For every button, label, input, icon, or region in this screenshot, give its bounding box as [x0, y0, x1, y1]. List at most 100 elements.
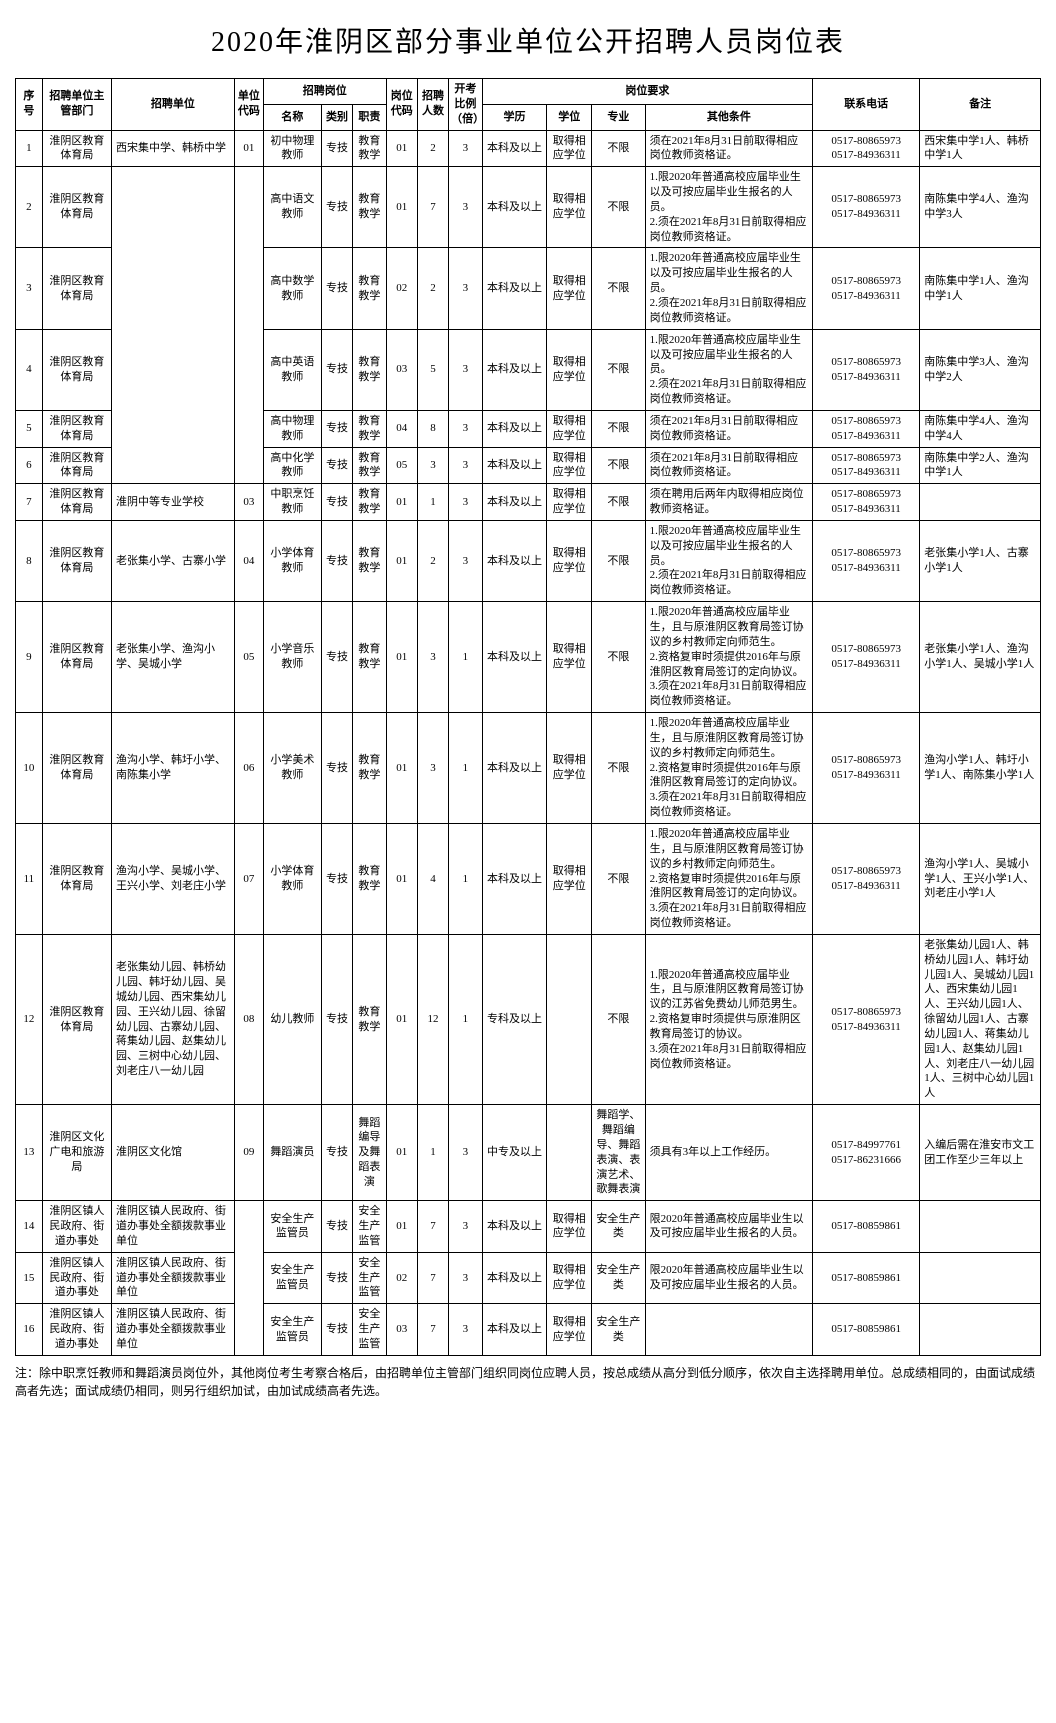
table-cell: 淮阴区教育体育局 [42, 248, 111, 329]
table-cell: 取得相应学位 [547, 520, 592, 601]
table-row: 7淮阴区教育体育局淮阴中等专业学校03中职烹饪教师专技教育教学0113本科及以上… [16, 484, 1041, 521]
table-cell: 专技 [321, 823, 352, 934]
table-cell: 专技 [321, 248, 352, 329]
table-cell: 专技 [321, 713, 352, 824]
table-cell: 舞蹈演员 [263, 1105, 321, 1201]
table-cell: 08 [234, 934, 263, 1104]
th-pos-cat: 类别 [321, 104, 352, 130]
table-cell: 0517-808659730517-84936311 [813, 934, 920, 1104]
table-cell: 02 [386, 248, 417, 329]
table-cell: 安全生产类 [592, 1252, 646, 1304]
th-position-group: 招聘岗位 [263, 79, 386, 105]
table-cell: 专技 [321, 484, 352, 521]
table-cell: 须在2021年8月31日前取得相应岗位教师资格证。 [645, 447, 812, 484]
table-cell: 1 [417, 484, 448, 521]
table-cell: 11 [16, 823, 43, 934]
table-cell: 教育教学 [353, 520, 387, 601]
table-cell: 南陈集中学3人、渔沟中学2人 [920, 329, 1041, 410]
table-cell: 西宋集中学1人、韩桥中学1人 [920, 130, 1041, 167]
table-cell: 3 [449, 248, 482, 329]
table-cell: 1.限2020年普通高校应届毕业生，且与原淮阴区教育局签订协议的乡村教师定向师范… [645, 602, 812, 713]
table-cell: 本科及以上 [482, 484, 547, 521]
table-cell: 取得相应学位 [547, 484, 592, 521]
table-cell: 12 [417, 934, 448, 1104]
table-cell: 专技 [321, 934, 352, 1104]
table-header: 序号 招聘单位主管部门 招聘单位 单位代码 招聘岗位 岗位代码 招聘人数 开考比… [16, 79, 1041, 131]
table-cell: 0517-808659730517-84936311 [813, 823, 920, 934]
table-cell [920, 484, 1041, 521]
table-cell [547, 934, 592, 1104]
table-cell: 教育教学 [353, 823, 387, 934]
table-cell: 小学体育教师 [263, 823, 321, 934]
table-cell: 安全生产监管员 [263, 1201, 321, 1253]
table-cell: 专技 [321, 167, 352, 248]
table-cell: 取得相应学位 [547, 447, 592, 484]
table-cell: 取得相应学位 [547, 130, 592, 167]
table-cell: 0517-808659730517-84936311 [813, 447, 920, 484]
table-cell: 专技 [321, 1304, 352, 1356]
th-req-group: 岗位要求 [482, 79, 812, 105]
table-cell: 16 [16, 1304, 43, 1356]
table-cell [234, 167, 263, 484]
table-cell: 须在2021年8月31日前取得相应岗位教师资格证。 [645, 130, 812, 167]
table-cell: 8 [16, 520, 43, 601]
footnote: 注：除中职烹饪教师和舞蹈演员岗位外，其他岗位考生考察合格后，由招聘单位主管部门组… [15, 1364, 1041, 1400]
table-cell: 1 [449, 602, 482, 713]
table-cell: 高中数学教师 [263, 248, 321, 329]
table-cell: 0517-808659730517-84936311 [813, 713, 920, 824]
table-cell [547, 1105, 592, 1201]
table-cell: 幼儿教师 [263, 934, 321, 1104]
table-cell: 取得相应学位 [547, 167, 592, 248]
th-unit: 招聘单位 [112, 79, 235, 131]
table-cell: 0517-808659730517-84936311 [813, 248, 920, 329]
table-cell: 限2020年普通高校应届毕业生以及可按应届毕业生报名的人员。 [645, 1252, 812, 1304]
table-cell: 8 [417, 410, 448, 447]
table-cell: 01 [386, 130, 417, 167]
table-cell: 淮阴区教育体育局 [42, 934, 111, 1104]
table-cell: 高中英语教师 [263, 329, 321, 410]
table-cell: 淮阴区镇人民政府、街道办事处全额拨款事业单位 [112, 1252, 235, 1304]
table-cell: 0517-808659730517-84936311 [813, 484, 920, 521]
table-cell: 专技 [321, 602, 352, 713]
table-cell: 本科及以上 [482, 823, 547, 934]
table-row: 12 淮阴区教育体育局老张集幼儿园、韩桥幼儿园、韩圩幼儿园、吴城幼儿园、西宋集幼儿… [16, 934, 1041, 1104]
table-cell: 淮阴区镇人民政府、街道办事处 [42, 1252, 111, 1304]
th-pos-code: 岗位代码 [386, 79, 417, 131]
table-cell: 取得相应学位 [547, 329, 592, 410]
table-cell: 1.限2020年普通高校应届毕业生，且与原淮阴区教育局签订协议的乡村教师定向师范… [645, 713, 812, 824]
table-cell: 专技 [321, 130, 352, 167]
table-cell: 01 [386, 602, 417, 713]
table-cell: 5 [16, 410, 43, 447]
table-cell: 教育教学 [353, 248, 387, 329]
table-cell: 1 [417, 1105, 448, 1201]
th-phone: 联系电话 [813, 79, 920, 131]
table-cell: 淮阴区镇人民政府、街道办事处全额拨款事业单位 [112, 1201, 235, 1253]
table-cell: 教育教学 [353, 130, 387, 167]
table-cell: 15 [16, 1252, 43, 1304]
table-cell: 淮阴区教育体育局 [42, 602, 111, 713]
table-cell [112, 167, 235, 484]
table-cell: 淮阴区教育体育局 [42, 167, 111, 248]
table-cell: 取得相应学位 [547, 823, 592, 934]
table-cell: 04 [386, 410, 417, 447]
table-cell: 教育教学 [353, 934, 387, 1104]
table-cell: 老张集幼儿园、韩桥幼儿园、韩圩幼儿园、吴城幼儿园、西宋集幼儿园、王兴幼儿园、徐留… [112, 934, 235, 1104]
table-cell: 03 [386, 1304, 417, 1356]
table-cell: 3 [449, 1304, 482, 1356]
th-ratio: 开考比例（倍） [449, 79, 482, 131]
table-cell: 07 [234, 823, 263, 934]
table-cell: 7 [417, 167, 448, 248]
table-cell: 取得相应学位 [547, 1252, 592, 1304]
recruitment-table: 序号 招聘单位主管部门 招聘单位 单位代码 招聘岗位 岗位代码 招聘人数 开考比… [15, 78, 1041, 1356]
table-cell: 淮阴区教育体育局 [42, 447, 111, 484]
table-cell: 本科及以上 [482, 1201, 547, 1253]
table-cell: 教育教学 [353, 447, 387, 484]
table-cell: 淮阴区教育体育局 [42, 130, 111, 167]
table-cell: 安全生产监管 [353, 1252, 387, 1304]
table-cell [920, 1201, 1041, 1253]
table-cell: 2 [417, 248, 448, 329]
table-cell: 西宋集中学、韩桥中学 [112, 130, 235, 167]
table-cell: 1.限2020年普通高校应届毕业生，且与原淮阴区教育局签订协议的乡村教师定向师范… [645, 823, 812, 934]
table-cell: 小学体育教师 [263, 520, 321, 601]
table-cell [920, 1304, 1041, 1356]
